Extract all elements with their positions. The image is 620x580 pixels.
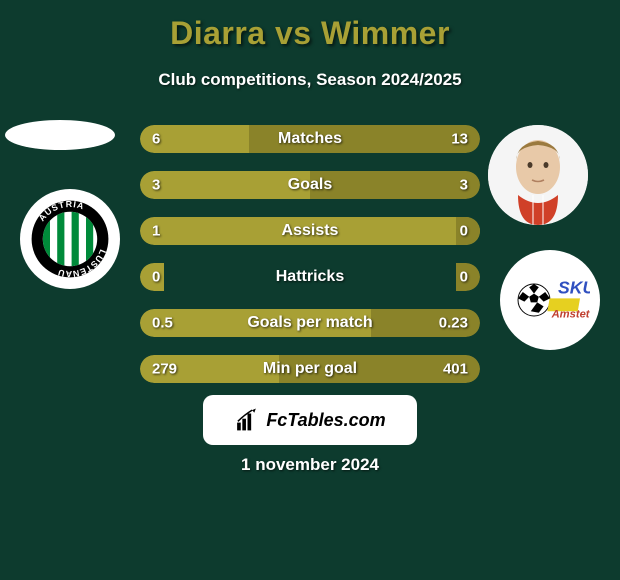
stat-row: 33Goals [140,171,480,199]
stats-area: 613Matches 33Goals 10Assists 00Hattricks 0.5… [140,125,480,383]
stat-label: Matches [140,130,480,148]
svg-text:Amstetten: Amstetten [551,309,590,321]
stat-row: 613Matches [140,125,480,153]
subtitle: Club competitions, Season 2024/2025 [0,70,620,90]
club-badge-right-icon: SKU Amstetten [510,260,590,340]
face-placeholder-icon [488,125,588,225]
player-photo-left [5,120,115,150]
branding-text: FcTables.com [266,410,385,431]
player-photo-right [488,125,588,225]
stat-label: Min per goal [140,360,480,378]
comparison-card: Diarra vs Wimmer Club competitions, Seas… [0,0,620,580]
stat-label: Assists [140,222,480,240]
stat-row: 10Assists [140,217,480,245]
date-text: 1 november 2024 [241,455,379,475]
stat-row: 0.50.23Goals per match [140,309,480,337]
svg-text:SKU: SKU [558,278,590,298]
club-badge-left: AUSTRIA LUSTENAU [20,189,120,289]
stat-label: Hattricks [140,268,480,286]
stat-row: 00Hattricks [140,263,480,291]
stat-row: 279401Min per goal [140,355,480,383]
stat-label: Goals [140,176,480,194]
stat-label: Goals per match [140,314,480,332]
club-badge-left-icon: AUSTRIA LUSTENAU [30,199,110,279]
branding-logo-icon [234,407,260,433]
club-badge-right: SKU Amstetten [500,250,600,350]
branding-badge: FcTables.com [203,395,417,445]
page-title: Diarra vs Wimmer [0,15,620,52]
